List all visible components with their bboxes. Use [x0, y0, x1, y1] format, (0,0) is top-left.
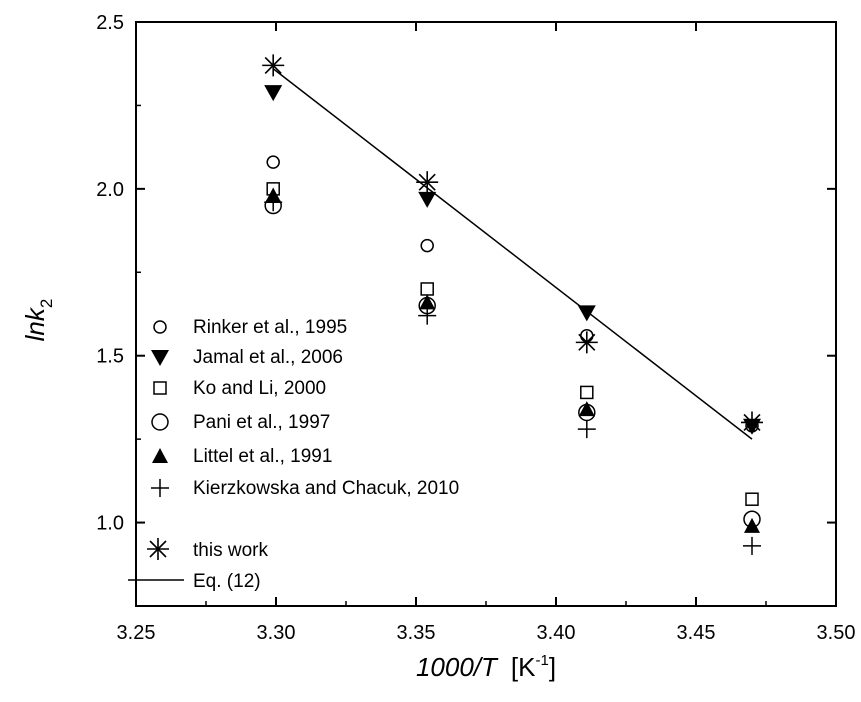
x-tick-label: 3.50: [817, 622, 856, 644]
legend-marker: [151, 413, 169, 431]
data-point: [419, 294, 436, 310]
data-point: [578, 401, 595, 417]
data-point: [420, 238, 434, 253]
x-tick-label: 3.35: [397, 622, 436, 644]
legend-label: this work: [193, 540, 268, 561]
x-axis-title-main: 1000/T: [416, 652, 499, 682]
legend-marker: [152, 448, 168, 463]
plot-frame: [135, 21, 837, 607]
legend-marker: [147, 538, 169, 560]
x-axis-unit-close: ]: [549, 652, 556, 682]
series-0: [266, 155, 759, 433]
data-point: [744, 517, 760, 533]
data-point: [743, 536, 761, 555]
x-axis-title: 1000/T [K-1]: [416, 652, 556, 682]
x-tick-label: 3.40: [537, 622, 576, 644]
legend-label: Ko and Li, 2000: [193, 378, 326, 399]
legend-marker: [153, 320, 167, 334]
legend-label: Jamal et al., 2006: [193, 347, 343, 368]
series-6: [262, 54, 763, 434]
data-point: [577, 420, 596, 439]
series-1: [264, 85, 761, 435]
data-point: [418, 191, 437, 208]
legend-marker: [151, 479, 169, 497]
legend-label: Rinker et al., 1995: [193, 317, 347, 338]
legend-label: Littel et al., 1991: [193, 446, 332, 467]
data-points-layer: [262, 54, 763, 555]
data-point: [264, 193, 283, 212]
series-2: [266, 182, 759, 506]
legend-label: Pani et al., 1997: [193, 412, 330, 433]
data-point: [420, 282, 434, 296]
y-tick-label: 2.5: [96, 12, 124, 34]
data-point: [262, 54, 285, 77]
data-point: [418, 306, 437, 325]
x-axis-unit: [K: [511, 652, 536, 682]
axis-titles: 1000/T [K-1] lnk2: [20, 299, 556, 682]
legend: Rinker et al., 1995 Jamal et al., 2006 Ko …: [128, 317, 459, 592]
legend-marker: [153, 381, 167, 395]
legend-marker: [151, 350, 169, 366]
data-point: [577, 305, 596, 322]
fit-line-eq12: [272, 68, 753, 440]
data-point: [575, 331, 598, 354]
y-axis-title-main: lnk: [20, 306, 50, 341]
y-axis-title: lnk2: [20, 299, 56, 342]
legend-label: Eq. (12): [193, 571, 261, 592]
data-point: [745, 492, 759, 506]
y-tick-label: 2.0: [96, 179, 124, 201]
data-point: [264, 85, 283, 102]
x-tick-label: 3.45: [677, 622, 716, 644]
x-tick-label: 3.30: [257, 622, 296, 644]
series-5: [264, 193, 761, 555]
data-point: [266, 155, 280, 169]
y-tick-label: 1.5: [96, 346, 124, 368]
y-axis-title-sub: 2: [37, 299, 56, 308]
x-tick-label: 3.25: [117, 622, 156, 644]
y-tick-label: 1.0: [96, 513, 124, 535]
data-point: [741, 411, 763, 434]
fit-line-layer: [272, 68, 753, 440]
legend-label: Kierzkowska and Chacuk, 2010: [193, 478, 459, 499]
x-axis-unit-sup: -1: [535, 652, 548, 669]
axes: 3.25 3.30 3.35 3.40 3.45 3.50 1.0 1.5 2.0 2.5: [96, 12, 855, 644]
data-point: [416, 171, 439, 194]
data-point: [580, 385, 594, 400]
